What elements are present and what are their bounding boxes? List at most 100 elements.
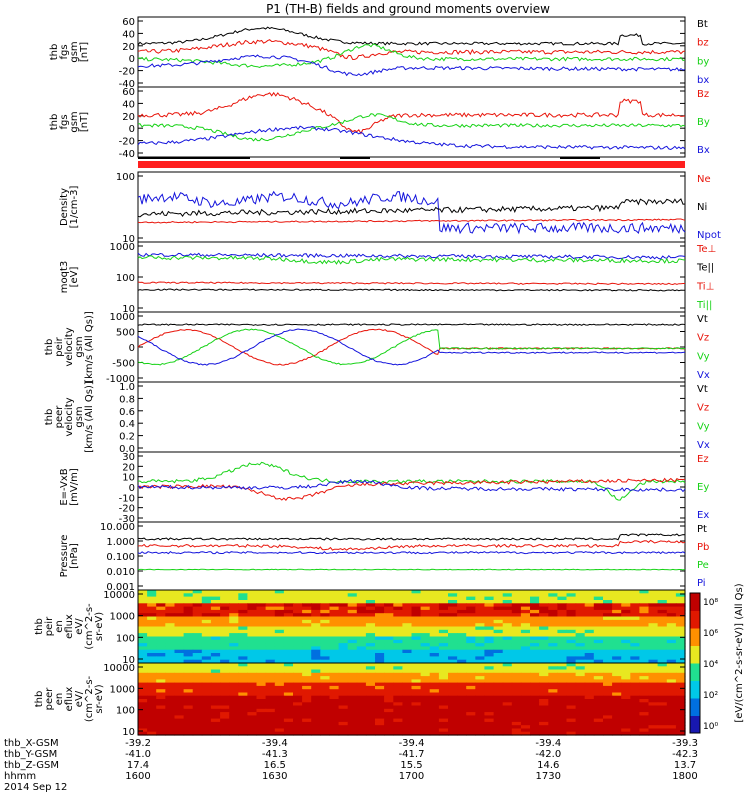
trace-red	[137, 218, 686, 224]
legend-Ez: Ez	[697, 454, 709, 465]
y-tick-label: 500	[116, 328, 135, 339]
x-tick-label: -42.0	[535, 749, 561, 760]
y-tick-label: 1000	[110, 684, 135, 695]
x-tick-label: 1630	[262, 771, 287, 782]
y-tick-label: 60	[122, 87, 135, 98]
trace-green	[137, 113, 686, 142]
y-tick-label: 100	[116, 706, 135, 717]
y-tick-label: 1.000	[106, 537, 135, 548]
panel-temp: 1000 100 10 moqt3[eV] Te⊥ Te|| Ti⊥ Ti||	[59, 241, 716, 315]
x-tick-label: 1600	[125, 771, 150, 782]
panel-peir_spec: 10000 1000 100 10 thbpeirenefluxeV/(cm^2-s-s…	[34, 589, 686, 666]
y-tick-label: -1000	[106, 374, 135, 385]
legend-Pb: Pb	[697, 542, 709, 553]
trace-blue	[137, 479, 686, 493]
date-label: 2014 Sep 12	[4, 782, 67, 793]
y-tick-label: 10	[122, 655, 135, 666]
y-tick-label: 0.0	[119, 444, 135, 455]
legend-Te||: Te||	[696, 263, 714, 274]
trace-red	[137, 91, 686, 135]
y-tick-label: 20	[122, 462, 135, 473]
y-tick-label: -500	[112, 359, 135, 370]
y-tick-label: 100	[116, 172, 135, 183]
y-tick-label: 10.000	[100, 522, 135, 533]
y-tick-label: 0.100	[106, 552, 135, 563]
y-axis-label: Pressure[nPa]	[59, 535, 80, 578]
panel-stack: 6040200-20-40thbfgsgsm[nT]Btbzbybx604020…	[34, 16, 721, 738]
panel-frame	[137, 662, 686, 736]
colorbar-tick: 10⁰	[703, 722, 718, 732]
y-tick-label: -20	[119, 504, 135, 515]
y-tick-label: 20	[122, 42, 135, 53]
trace-blue	[137, 550, 686, 555]
x-tick-label: 1700	[399, 771, 424, 782]
trace-blue	[137, 54, 686, 77]
y-tick-label: -20	[119, 137, 135, 148]
y-tick-label: 0	[129, 124, 135, 135]
y-tick-label: -10	[119, 493, 135, 504]
x-tick-label: 15.5	[400, 760, 422, 771]
legend-Vx: Vx	[697, 370, 710, 381]
legend-bz: bz	[697, 38, 709, 49]
panel-frame	[137, 311, 686, 383]
legend-Vy: Vy	[697, 421, 710, 432]
x-tick-label: -39.4	[262, 738, 288, 749]
y-axis-label: Density[1/cm-3]	[59, 186, 80, 229]
legend-Te⊥: Te⊥	[696, 244, 716, 255]
x-row-label: thb_Z-GSM	[4, 760, 59, 771]
y-tick-label: 0.010	[106, 567, 135, 578]
legend-Vx: Vx	[697, 440, 710, 451]
legend-Ti||: Ti||	[696, 300, 712, 311]
x-tick-label: 1730	[536, 771, 561, 782]
legend-Vy: Vy	[697, 351, 710, 362]
legend-By: By	[697, 117, 710, 128]
y-axis-label: thbpeervelocitygsm[km/s (All Qs)]	[44, 381, 95, 453]
y-tick-label: -20	[119, 67, 135, 78]
panel-pressure: 10.000 1.000 0.100 0.010 0.001 Pressure[nPa] P…	[59, 521, 709, 593]
y-axis-label: thbpeerenefluxeV/(cm^2-s-sr-eV)	[34, 675, 105, 722]
y-tick-label: 10	[122, 473, 135, 484]
y-tick-label: 40	[122, 29, 135, 40]
colorbar-tick: 10⁶	[703, 629, 718, 639]
trace-black	[137, 323, 686, 326]
y-tick-label: -40	[119, 149, 135, 160]
x-tick-label: 13.7	[674, 760, 696, 771]
x-tick-label: 16.5	[264, 760, 286, 771]
y-tick-label: 100	[116, 633, 135, 644]
x-tick-label: -39.2	[125, 738, 151, 749]
y-axis-label: thbpeirenefluxeV/(cm^2-s-sr-eV)	[34, 603, 105, 650]
y-axis-label: moqt3[eV]	[59, 261, 80, 294]
trace-red	[137, 281, 685, 286]
x-tick-label: -39.4	[399, 738, 425, 749]
panel-frame	[137, 521, 686, 591]
trace-black	[137, 26, 686, 46]
trace-green	[137, 43, 686, 69]
x-tick-label: -41.0	[125, 749, 151, 760]
trace-red	[137, 328, 686, 366]
colorbar: 10⁸ 10⁶ 10⁴ 10² 10⁰ [eV/(cm^2-s-sr-eV)] (All …	[689, 583, 745, 734]
y-tick-label: 1000	[110, 312, 135, 323]
trace-green	[137, 568, 686, 571]
trace-blue	[137, 328, 686, 366]
legend-Npot: Npot	[697, 230, 721, 241]
y-tick-label: 0.4	[119, 419, 135, 430]
y-tick-label: 10	[122, 727, 135, 738]
trace-black	[137, 198, 686, 218]
y-tick-label: 1000	[110, 242, 135, 253]
legend-Pi: Pi	[697, 578, 706, 589]
trace-green	[137, 328, 686, 366]
panel-frame	[137, 86, 686, 158]
trace-black	[137, 288, 686, 292]
trace-red	[137, 477, 686, 501]
x-tick-label: -41.7	[399, 749, 425, 760]
panel-frame	[137, 241, 686, 313]
trace-blue	[137, 252, 686, 260]
legend-Vz: Vz	[697, 403, 709, 414]
legend-Pe: Pe	[697, 560, 709, 571]
y-tick-label: 0	[129, 343, 135, 354]
y-tick-label: -30	[119, 514, 135, 525]
legend-Bx: Bx	[697, 145, 710, 156]
y-tick-label: 0.001	[106, 582, 135, 593]
